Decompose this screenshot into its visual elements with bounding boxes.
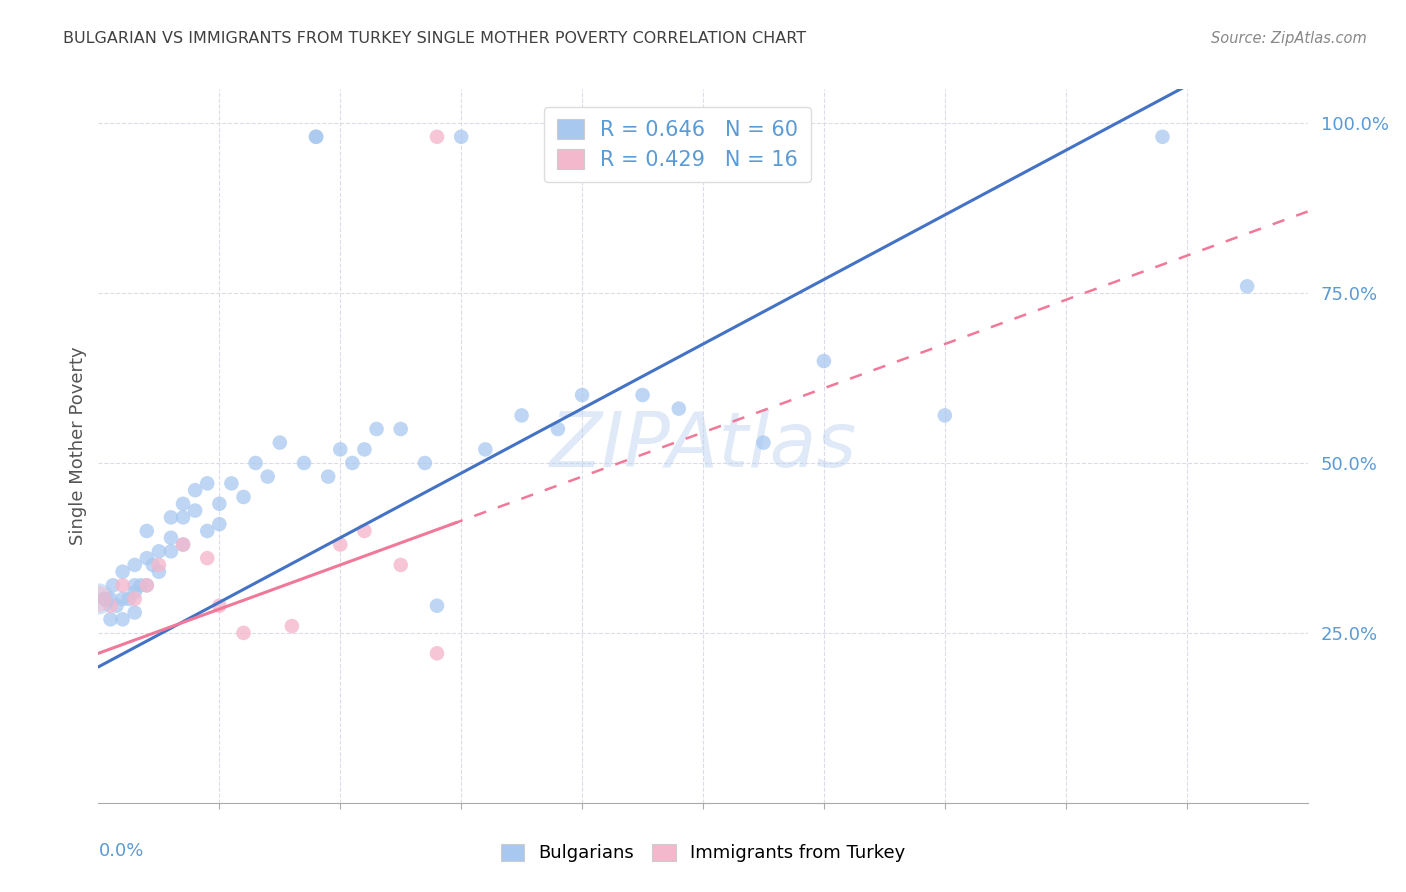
Point: [87, 591, 110, 606]
Point: [111, 565, 134, 579]
Point: [329, 537, 352, 551]
Point: [668, 401, 690, 416]
Point: [148, 558, 170, 572]
Point: [135, 578, 157, 592]
Point: [93, 591, 115, 606]
Point: [426, 129, 449, 144]
Point: [281, 619, 304, 633]
Point: [305, 129, 328, 144]
Point: [232, 626, 254, 640]
Point: [221, 476, 243, 491]
Y-axis label: Single Mother Poverty: Single Mother Poverty: [69, 347, 87, 545]
Point: [135, 551, 157, 566]
Point: [426, 646, 449, 660]
Point: [547, 422, 569, 436]
Point: [389, 558, 412, 572]
Point: [256, 469, 278, 483]
Point: [316, 469, 339, 483]
Point: [934, 409, 956, 423]
Point: [148, 544, 170, 558]
Point: [93, 591, 115, 606]
Point: [111, 591, 134, 606]
Point: [208, 497, 231, 511]
Point: [172, 497, 194, 511]
Point: [292, 456, 315, 470]
Point: [195, 524, 218, 538]
Point: [329, 442, 352, 457]
Point: [353, 524, 375, 538]
Point: [208, 517, 231, 532]
Point: [1236, 279, 1258, 293]
Point: [305, 129, 328, 144]
Point: [129, 578, 152, 592]
Point: [366, 422, 388, 436]
Text: BULGARIAN VS IMMIGRANTS FROM TURKEY SINGLE MOTHER POVERTY CORRELATION CHART: BULGARIAN VS IMMIGRANTS FROM TURKEY SING…: [63, 31, 807, 46]
Point: [245, 456, 267, 470]
Point: [232, 490, 254, 504]
Legend: R = 0.646   N = 60, R = 0.429   N = 16: R = 0.646 N = 60, R = 0.429 N = 16: [544, 107, 811, 182]
Point: [87, 591, 110, 606]
Point: [124, 558, 146, 572]
Point: [101, 578, 124, 592]
Point: [1152, 129, 1174, 144]
Point: [100, 612, 122, 626]
Point: [195, 476, 218, 491]
Point: [342, 456, 364, 470]
Text: Source: ZipAtlas.com: Source: ZipAtlas.com: [1211, 31, 1367, 46]
Point: [124, 585, 146, 599]
Point: [111, 578, 134, 592]
Point: [571, 388, 593, 402]
Point: [208, 599, 231, 613]
Point: [124, 606, 146, 620]
Point: [752, 435, 775, 450]
Point: [135, 524, 157, 538]
Point: [631, 388, 654, 402]
Point: [142, 558, 165, 572]
Point: [353, 442, 375, 457]
Point: [160, 544, 183, 558]
Point: [124, 591, 146, 606]
Point: [160, 531, 183, 545]
Point: [100, 591, 122, 606]
Point: [450, 129, 472, 144]
Point: [195, 551, 218, 566]
Point: [172, 510, 194, 524]
Text: ZIPAtlas: ZIPAtlas: [550, 409, 856, 483]
Point: [148, 565, 170, 579]
Point: [135, 578, 157, 592]
Point: [813, 354, 835, 368]
Point: [124, 578, 146, 592]
Point: [111, 612, 134, 626]
Point: [184, 483, 207, 498]
Point: [426, 599, 449, 613]
Point: [184, 503, 207, 517]
Point: [269, 435, 291, 450]
Point: [413, 456, 436, 470]
Point: [160, 510, 183, 524]
Point: [474, 442, 496, 457]
Point: [389, 422, 412, 436]
Legend: Bulgarians, Immigrants from Turkey: Bulgarians, Immigrants from Turkey: [494, 837, 912, 870]
Point: [510, 409, 533, 423]
Point: [172, 537, 194, 551]
Point: [118, 591, 141, 606]
Point: [172, 537, 194, 551]
Text: 0.0%: 0.0%: [98, 842, 143, 860]
Point: [105, 599, 128, 613]
Point: [100, 599, 122, 613]
